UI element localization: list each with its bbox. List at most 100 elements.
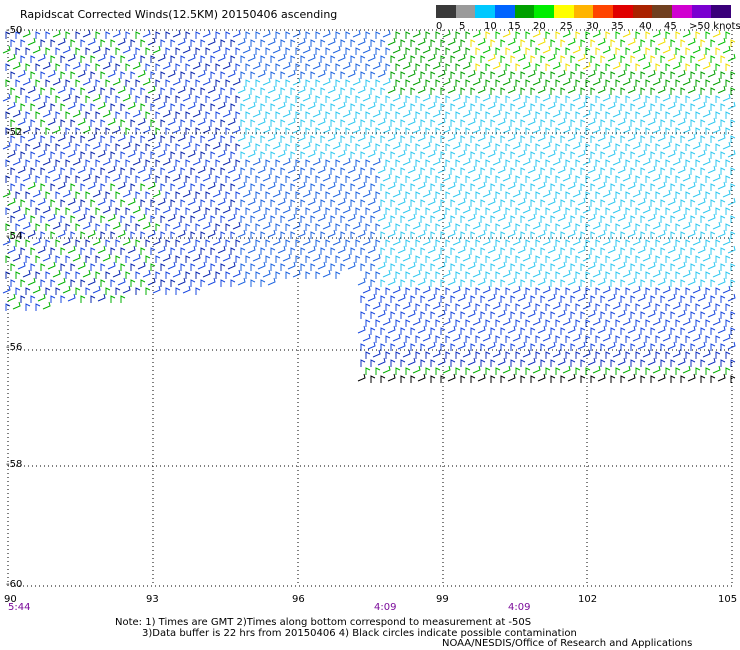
- wind-barb: [65, 63, 71, 71]
- wind-barb: [387, 229, 396, 238]
- wind-barb: [715, 95, 721, 103]
- wind-barb: [150, 167, 156, 175]
- wind-barb: [537, 37, 546, 46]
- wind-barb: [527, 309, 536, 318]
- scale-label-30: 30: [586, 21, 599, 32]
- wind-barb: [665, 303, 671, 311]
- wind-barb: [730, 167, 736, 175]
- wind-barb: [260, 279, 266, 287]
- wind-barb: [140, 39, 146, 47]
- wind-barb: [680, 87, 686, 95]
- wind-barb: [407, 357, 416, 366]
- wind-barb: [380, 279, 386, 287]
- wind-barb: [122, 237, 131, 246]
- wind-barb: [470, 103, 476, 111]
- wind-barb: [400, 231, 406, 239]
- wind-barb: [437, 213, 446, 222]
- wind-barb: [477, 277, 486, 286]
- wind-barb: [445, 239, 451, 247]
- wind-barb: [420, 263, 426, 271]
- wind-barb: [135, 287, 141, 295]
- wind-barb: [57, 85, 66, 94]
- wind-barb: [527, 69, 536, 78]
- wind-barb: [645, 191, 651, 199]
- wind-barb: [607, 197, 616, 206]
- wind-barb: [700, 263, 706, 271]
- wind-barb: [452, 285, 461, 294]
- wind-barb: [420, 103, 426, 111]
- wind-barb: [445, 159, 451, 167]
- wind-barb: [207, 85, 216, 94]
- wind-barb: [647, 213, 656, 222]
- wind-barb: [672, 253, 681, 262]
- wind-barb: [465, 287, 471, 295]
- wind-barb: [330, 119, 336, 127]
- wind-barb: [135, 47, 141, 55]
- wind-barb: [385, 335, 391, 343]
- wind-barb: [140, 183, 146, 191]
- wind-barb: [645, 79, 651, 87]
- wind-barb: [720, 199, 726, 207]
- wind-barb: [90, 263, 96, 271]
- wind-barb: [225, 79, 231, 87]
- wind-barb: [450, 103, 456, 111]
- wind-barb: [510, 263, 516, 271]
- wind-barb: [35, 175, 41, 183]
- wind-barb: [485, 127, 491, 135]
- wind-barb: [442, 173, 451, 182]
- wind-barb: [487, 149, 496, 158]
- wind-barb: [232, 125, 241, 134]
- wind-barb: [510, 167, 516, 175]
- wind-barb: [605, 223, 611, 231]
- wind-barb: [100, 71, 106, 79]
- wind-barb: [722, 141, 731, 150]
- wind-barb: [90, 103, 96, 111]
- wind-barb: [610, 311, 616, 319]
- wind-barb: [435, 367, 441, 375]
- wind-barb: [470, 199, 476, 207]
- wind-barb: [600, 103, 606, 111]
- wind-barb: [290, 87, 296, 95]
- wind-barb: [412, 365, 421, 374]
- wind-barb: [590, 327, 596, 335]
- map-frame: [7, 29, 733, 587]
- wind-barb: [642, 109, 651, 118]
- wind-barb: [350, 183, 356, 191]
- wind-barb: [475, 47, 481, 55]
- wind-barb: [225, 127, 231, 135]
- wind-barb: [265, 63, 271, 71]
- wind-barb: [292, 173, 301, 182]
- wind-barb: [202, 221, 211, 230]
- wind-barb: [430, 119, 436, 127]
- wind-barb: [370, 215, 376, 223]
- wind-barb: [110, 55, 116, 63]
- wind-barb: [640, 87, 646, 95]
- wind-barb: [177, 85, 186, 94]
- wind-barb: [545, 207, 551, 215]
- wind-barb: [230, 103, 236, 111]
- wind-barb: [287, 165, 296, 174]
- wind-barb: [100, 119, 106, 127]
- wind-barb: [265, 239, 271, 247]
- wind-barb: [82, 269, 91, 278]
- wind-barb: [202, 173, 211, 182]
- wind-barb: [635, 63, 641, 71]
- wind-barb: [605, 319, 611, 327]
- wind-barb: [275, 79, 281, 87]
- wind-barb: [107, 117, 116, 126]
- wind-barb: [597, 277, 606, 286]
- wind-barb: [535, 159, 541, 167]
- wind-barb: [60, 295, 66, 303]
- wind-barb: [460, 231, 466, 239]
- wind-barb: [332, 189, 341, 198]
- wind-barb: [442, 365, 451, 374]
- wind-barb: [155, 159, 161, 167]
- wind-barb: [87, 277, 96, 286]
- wind-barb: [540, 167, 546, 175]
- wind-barb: [510, 311, 516, 319]
- wind-barb: [492, 349, 501, 358]
- wind-barb: [662, 141, 671, 150]
- wind-barb: [127, 101, 136, 110]
- wind-barb: [87, 229, 96, 238]
- wind-barb: [12, 157, 21, 166]
